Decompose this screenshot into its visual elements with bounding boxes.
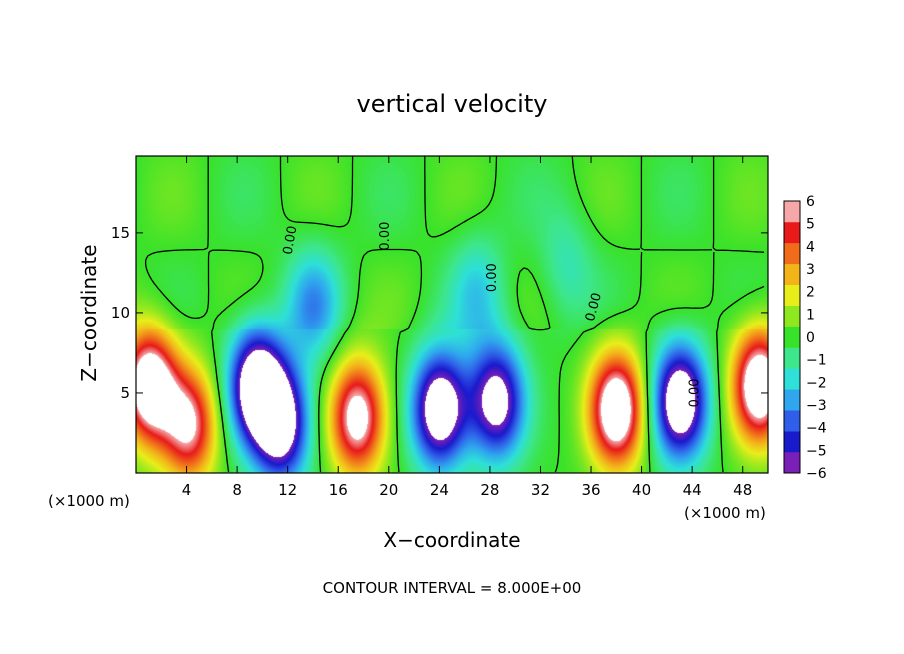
colorbar-swatch: [784, 263, 800, 285]
x-unit-right: (×1000 m): [684, 504, 766, 522]
x-tick-label: 40: [632, 481, 651, 499]
y-axis: 5 10 15: [111, 224, 768, 402]
y-axis-label: Z−coordinate: [77, 244, 101, 381]
contour-label: 0.00: [281, 225, 301, 256]
colorbar-tick-label: 1: [806, 307, 815, 323]
colorbar-swatch: [784, 410, 800, 432]
colorbar-tick-label: 2: [806, 285, 815, 301]
colorbar-swatch: [784, 452, 800, 474]
x-unit-left: (×1000 m): [48, 492, 130, 510]
colorbar-swatch: [784, 326, 800, 348]
contour-label: 0.00: [688, 378, 703, 407]
colorbar-swatch: [784, 242, 800, 265]
colorbar-swatch: [784, 389, 800, 411]
colorbar-swatch: [784, 347, 800, 369]
colorbar-tick-label: 6: [806, 194, 815, 210]
x-tick-label: 8: [232, 481, 242, 499]
velocity-heatmap: [136, 156, 768, 473]
colorbar-tick-label: −1: [806, 353, 827, 369]
y-tick-label: 10: [111, 304, 130, 322]
colorbar-tick-label: −5: [806, 443, 827, 459]
colorbar-tick-label: −6: [806, 466, 827, 482]
plot-frame: [135, 155, 769, 474]
colorbar-frame: [783, 200, 801, 474]
colorbar-tick-label: −4: [806, 421, 827, 437]
colorbar-swatch: [784, 431, 800, 453]
colorbar: 6 5 4 3 2 1 0 −1 −2 −3 −4 −5 −6: [783, 194, 827, 482]
contour-label: 0.00: [378, 222, 393, 251]
colorbar-swatch: [784, 221, 800, 244]
x-tick-label: 12: [278, 481, 297, 499]
zero-contour: [144, 155, 765, 473]
x-axis: 4 8 12 16 20 24 28 32 36 40 44 48: [182, 156, 752, 499]
colorbar-tick-label: −3: [806, 398, 827, 414]
x-tick-label: 4: [182, 481, 192, 499]
contour-labels: 0.00 0.00 0.00 0.00 0.00: [281, 222, 703, 408]
x-tick-label: 28: [480, 481, 499, 499]
colorbar-tick-label: −2: [806, 375, 827, 391]
plot-area: 0.00 0.00 0.00 0.00 0.00: [135, 155, 769, 474]
x-tick-label: 24: [430, 481, 449, 499]
contour-label: 0.00: [485, 263, 500, 292]
contour-label: 0.00: [583, 291, 605, 323]
colorbar-swatch: [784, 201, 800, 223]
x-tick-label: 32: [531, 481, 550, 499]
x-tick-label: 48: [733, 481, 752, 499]
y-tick-label: 5: [120, 384, 130, 402]
colorbar-tick-label: 4: [806, 239, 815, 255]
x-tick-label: 20: [379, 481, 398, 499]
contour-lines: [144, 155, 765, 473]
x-tick-label: 44: [683, 481, 702, 499]
x-tick-label: 36: [581, 481, 600, 499]
x-tick-label: 16: [329, 481, 348, 499]
x-axis-label: X−coordinate: [383, 528, 520, 552]
colorbar-tick-label: 5: [806, 217, 815, 233]
chart-title: vertical velocity: [357, 90, 548, 118]
colorbar-swatch: [784, 368, 800, 390]
colorbar-swatch: [784, 305, 800, 327]
colorbar-swatch: [784, 284, 800, 306]
colorbar-tick-label: 0: [806, 330, 815, 346]
y-tick-label: 15: [111, 224, 130, 242]
colorbar-tick-label: 3: [806, 262, 815, 278]
contour-interval-note: CONTOUR INTERVAL = 8.000E+00: [323, 579, 582, 597]
